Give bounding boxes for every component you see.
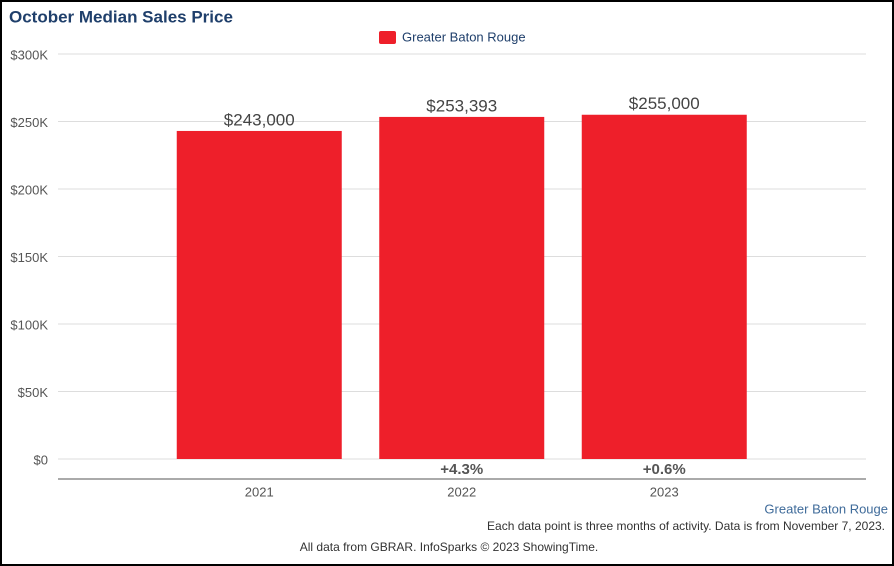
y-tick-label: $300K: [10, 47, 48, 62]
footer-area: Greater Baton Rouge: [764, 501, 888, 516]
change-label: +4.3%: [440, 461, 483, 478]
x-tick-label: 2022: [447, 484, 476, 499]
value-label: $243,000: [224, 110, 295, 129]
bar: [581, 114, 747, 459]
value-label: $255,000: [629, 94, 700, 113]
y-tick-label: $250K: [10, 115, 48, 130]
value-label: $253,393: [426, 96, 497, 115]
change-label: +0.6%: [643, 461, 686, 478]
legend-label: Greater Baton Rouge: [402, 29, 526, 44]
footer-note: Each data point is three months of activ…: [487, 519, 885, 533]
footer-source: All data from GBRAR. InfoSparks © 2023 S…: [300, 540, 599, 554]
y-tick-label: $100K: [10, 317, 48, 332]
x-tick-label: 2023: [650, 484, 679, 499]
y-tick-label: $200K: [10, 182, 48, 197]
bar: [379, 116, 545, 460]
y-tick-label: $150K: [10, 250, 48, 265]
y-tick-label: $50K: [18, 385, 49, 400]
legend-swatch: [379, 31, 396, 44]
x-tick-label: 2021: [245, 484, 274, 499]
bar: [176, 130, 342, 459]
chart-title: October Median Sales Price: [9, 7, 233, 26]
y-tick-label: $0: [34, 452, 48, 467]
